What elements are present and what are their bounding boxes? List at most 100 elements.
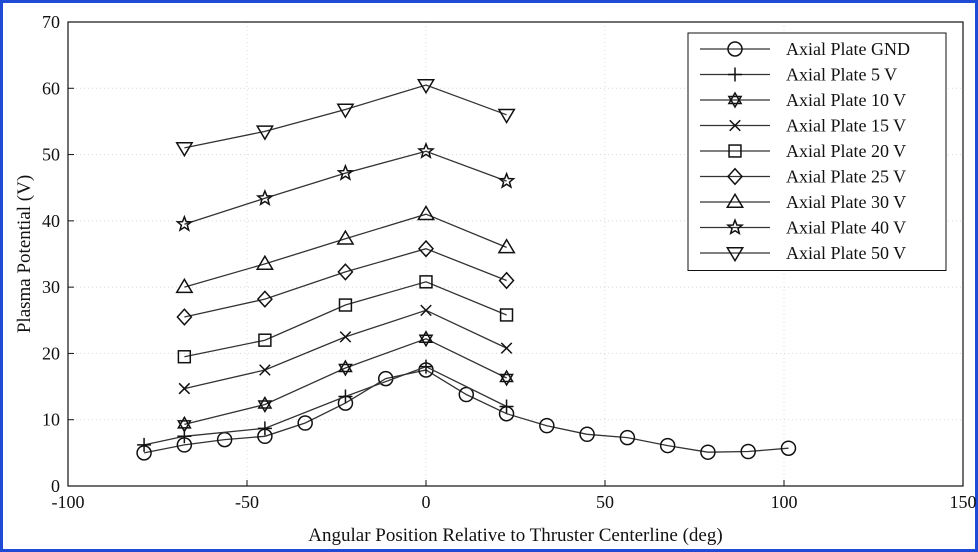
data-point-plus	[137, 437, 152, 452]
data-point-circle	[700, 444, 716, 460]
hexagram-part	[418, 330, 434, 344]
legend-label: Axial Plate 5 V	[786, 65, 897, 85]
data-point-triangle-up	[255, 254, 274, 270]
data-point-star	[497, 171, 516, 189]
hexagram-part	[727, 95, 743, 109]
legend-label: Axial Plate 40 V	[786, 218, 906, 238]
series-3	[178, 304, 513, 395]
data-point-diamond	[256, 290, 273, 308]
y-tick-label: 20	[42, 343, 60, 363]
legend-item: Axial Plate GND	[700, 39, 910, 59]
data-point-triangle-down	[416, 78, 436, 95]
axis-ticks: -100 -50 0 50 100 150 0 10 20 30 40 50 60 70	[42, 12, 977, 512]
data-point-circle	[727, 41, 743, 57]
legend-label: Axial Plate 10 V	[786, 90, 906, 110]
data-point-triangle-down	[255, 125, 274, 141]
data-point-square	[177, 350, 192, 364]
data-point-triangle-down	[497, 108, 516, 124]
hexagram-part	[338, 359, 353, 373]
y-tick-label: 10	[42, 410, 60, 430]
hexagram-part	[727, 91, 743, 105]
data-point-circle	[659, 437, 676, 454]
series-line	[143, 369, 789, 454]
data-point-diamond	[498, 271, 515, 290]
data-series	[136, 78, 797, 461]
series-line	[184, 84, 507, 149]
legend-item: Axial Plate 25 V	[700, 167, 906, 187]
data-point-circle	[780, 440, 797, 456]
legend-label: Axial Plate 15 V	[786, 116, 906, 136]
data-point-hexagram	[499, 369, 514, 387]
hexagram-part	[499, 373, 514, 387]
data-point-hexagram	[418, 330, 434, 348]
data-point-square	[499, 308, 514, 322]
data-point-triangle-up	[416, 205, 436, 221]
series-7	[175, 141, 516, 232]
data-point-square	[258, 333, 272, 347]
data-point-triangle-up	[175, 277, 194, 294]
series-line	[184, 150, 507, 225]
legend-label: Axial Plate GND	[786, 39, 910, 59]
y-tick-label: 40	[42, 211, 60, 231]
x-tick-label: 150	[950, 492, 977, 512]
data-point-hexagram	[727, 91, 743, 109]
y-tick-label: 70	[42, 12, 60, 32]
legend-label: Axial Plate 50 V	[786, 243, 906, 263]
data-point-x	[339, 331, 352, 343]
hexagram-part	[499, 369, 514, 383]
series-4	[177, 275, 514, 364]
data-point-diamond	[337, 263, 354, 281]
data-point-diamond	[726, 167, 744, 186]
y-tick-label: 30	[42, 277, 60, 297]
legend-item: Axial Plate 20 V	[700, 141, 906, 161]
x-tick-label: 100	[771, 492, 798, 512]
data-point-plus	[257, 421, 272, 436]
data-point-triangle-down	[175, 141, 194, 158]
data-point-x	[729, 119, 741, 132]
legend-label: Axial Plate 30 V	[786, 192, 906, 212]
legend-item: Axial Plate 10 V	[700, 90, 906, 110]
legend-item: Axial Plate 40 V	[700, 218, 906, 238]
x-axis-label: Angular Position Relative to Thruster Ce…	[308, 525, 722, 546]
hexagram-part	[257, 396, 273, 409]
series-line	[184, 281, 507, 358]
data-point-x	[178, 382, 191, 395]
y-tick-label: 60	[42, 78, 60, 98]
data-point-plus	[419, 359, 433, 374]
data-point-star	[417, 141, 435, 159]
hexagram-part	[338, 363, 353, 377]
data-point-circle	[539, 417, 555, 434]
hexagram-part	[418, 334, 434, 348]
data-point-x	[500, 342, 513, 354]
data-point-star	[175, 214, 194, 232]
data-point-triangle-down	[725, 247, 745, 263]
legend-item: Axial Plate 5 V	[700, 65, 897, 85]
data-point-plus	[338, 389, 353, 404]
data-point-circle	[458, 386, 475, 403]
data-point-triangle-up	[336, 229, 355, 245]
x-tick-label: -50	[235, 492, 259, 512]
series-line	[184, 309, 507, 390]
y-tick-label: 50	[42, 145, 60, 165]
legend-item: Axial Plate 15 V	[700, 116, 906, 136]
data-point-square	[419, 275, 433, 289]
legend-item: Axial Plate 50 V	[700, 243, 906, 263]
series-6	[175, 205, 516, 294]
y-tick-label: 0	[51, 476, 60, 496]
data-point-triangle-up	[497, 238, 516, 254]
data-point-x	[259, 364, 271, 376]
hexagram-part	[257, 400, 273, 413]
series-line	[143, 365, 507, 446]
legend: Axial Plate GND Axial Plate 5 V Axial Plat…	[687, 32, 947, 271]
data-point-star	[726, 218, 744, 236]
hexagram-part	[176, 420, 192, 433]
y-axis-label: Plasma Potential (V)	[14, 175, 35, 333]
data-point-star	[336, 163, 355, 181]
series-line	[184, 338, 507, 426]
legend-item: Axial Plate 30 V	[700, 192, 906, 212]
x-tick-label: 0	[422, 492, 431, 512]
series-2	[176, 330, 514, 433]
legend-label: Axial Plate 25 V	[786, 167, 906, 187]
data-point-diamond	[176, 308, 193, 326]
